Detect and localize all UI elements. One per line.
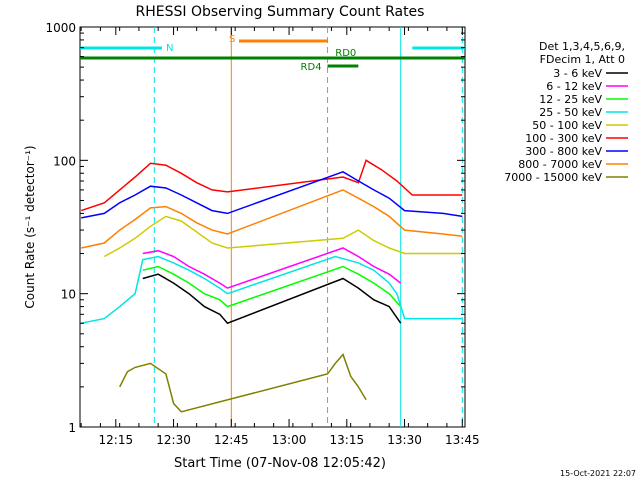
legend-entry-label: 25 - 50 keV [539, 106, 602, 119]
legend-entry-label: 300 - 800 keV [525, 145, 602, 158]
x-tick-label: 12:45 [214, 433, 249, 447]
x-tick-label: 12:30 [156, 433, 191, 447]
legend-entry-label: 3 - 6 keV [553, 67, 602, 80]
state-bar-label: RD4 [301, 62, 322, 73]
y-axis: 1 10 100 1000 [45, 21, 465, 435]
series-line-3-6-kev [142, 273, 402, 325]
series-line-25-50-kev [81, 255, 463, 324]
series-line-100-300-kev [80, 159, 463, 212]
legend: Det 1,3,4,5,6,9,FDecim 1, Att 03 - 6 keV… [504, 40, 628, 184]
y-tick-label: 100 [53, 154, 76, 168]
x-tick-label: 13:45 [445, 433, 480, 447]
series-line-6-12-kev [142, 247, 402, 289]
series-group [80, 159, 463, 413]
legend-header: Det 1,3,4,5,6,9, [539, 40, 625, 53]
series-line-800-7000-kev [81, 189, 463, 249]
vertical-markers [153, 27, 463, 427]
x-tick-label: 13:15 [330, 433, 365, 447]
x-tick-label: 12:15 [99, 433, 134, 447]
legend-entry-label: 6 - 12 keV [546, 80, 602, 93]
legend-entry-label: 50 - 100 keV [532, 119, 602, 132]
series-line-300-800-kev [81, 170, 463, 219]
y-tick-label: 1000 [45, 21, 76, 35]
series-line-7000-15000-kev [119, 353, 367, 413]
y-tick-label: 10 [61, 288, 76, 302]
x-axis: 12:15 12:30 12:45 13:00 13:15 13:30 13:45 [80, 27, 480, 447]
y-tick-label: 1 [68, 421, 76, 435]
footer-date: 15-Oct-2021 22:07 [560, 469, 636, 478]
state-bar-label: S [229, 34, 235, 45]
legend-entry-label: 12 - 25 keV [539, 93, 602, 106]
x-tick-label: 13:00 [272, 433, 307, 447]
state-bars: N S RD0 RD4 [80, 34, 465, 73]
x-axis-label: Start Time (07-Nov-08 12:05:42) [174, 456, 386, 471]
state-bar-label: N [166, 43, 173, 54]
x-tick-label: 13:30 [387, 433, 422, 447]
series-line-50-100-kev [103, 215, 463, 258]
legend-entry-label: 800 - 7000 keV [518, 158, 602, 171]
legend-header: FDecim 1, Att 0 [540, 53, 625, 66]
legend-entry-label: 100 - 300 keV [525, 132, 602, 145]
legend-entry-label: 7000 - 15000 keV [504, 171, 602, 184]
plot-frame [79, 26, 466, 428]
y-axis-label: Count Rate (s⁻¹ detector⁻¹) [23, 145, 37, 308]
plot-area [79, 26, 466, 428]
series-line-12-25-kev [142, 265, 402, 308]
chart-title: RHESSI Observing Summary Count Rates [136, 4, 425, 20]
state-bar-label: RD0 [335, 48, 356, 59]
